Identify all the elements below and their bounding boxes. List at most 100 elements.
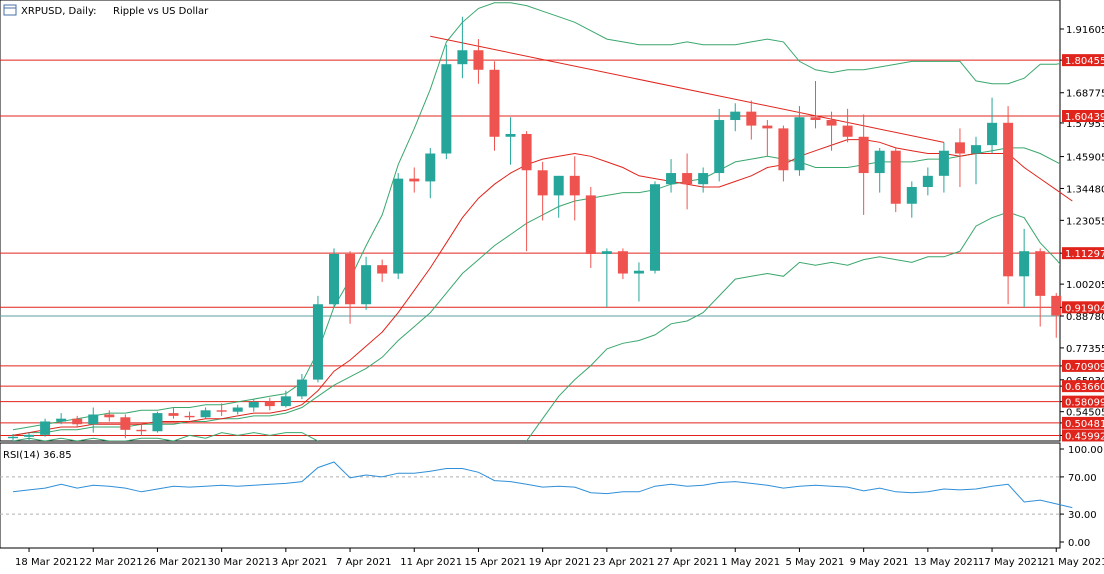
bollinger-upper-line <box>12 2 1060 431</box>
candle-body <box>585 195 596 254</box>
candle-body <box>393 178 404 274</box>
price-tick-label: 1.57953 <box>1066 119 1104 130</box>
candle-body <box>505 133 516 137</box>
candle-body <box>441 64 452 154</box>
candle-body <box>633 270 644 274</box>
candle-body <box>136 429 147 432</box>
candle-body <box>1003 122 1014 277</box>
level-label: 1.11297 <box>1065 249 1104 260</box>
time-tick-label: 18 Mar 2021 <box>15 557 78 568</box>
level-label: 0.70909 <box>1065 362 1104 373</box>
level-label-box <box>1062 395 1104 408</box>
candle-body <box>874 150 885 174</box>
candle-body <box>954 142 965 154</box>
price-tick-label: 1.45905 <box>1066 153 1104 164</box>
price-axis: 1.91605 1.80455 1.68775 1.57953 1.45905 1.344… <box>1060 25 1104 442</box>
candle-body <box>361 265 372 305</box>
candle-body <box>521 133 532 171</box>
price-tick-label: 0.77355 <box>1066 344 1104 355</box>
candle-body <box>40 421 51 435</box>
candle-body <box>1035 251 1046 296</box>
level-label-box <box>1062 416 1104 429</box>
candle-body <box>682 173 693 185</box>
time-tick-label: 1 May 2021 <box>721 557 780 568</box>
level-label: 1.80455 <box>1065 56 1104 67</box>
chart-header: XRPUSD, Daily: Ripple vs US Dollar <box>3 4 209 17</box>
candle-body <box>698 173 709 185</box>
candle-body <box>264 401 275 407</box>
candle-body <box>906 187 917 204</box>
candle-body <box>650 184 660 271</box>
candle-body <box>569 175 580 196</box>
candle-body <box>842 125 853 137</box>
candle-body <box>890 150 901 204</box>
candle-body <box>746 111 757 126</box>
candle-body <box>377 265 388 274</box>
candle-body <box>168 413 179 416</box>
level-price-labels: 1.80455 1.60439 1.11297 0.91904 0.70909 0.636… <box>1062 54 1104 442</box>
rsi-tick-label: 0.00 <box>1068 538 1090 549</box>
candle-body <box>666 173 677 185</box>
moving-average-line <box>12 139 1073 436</box>
candle-body <box>1019 251 1030 277</box>
candle-body <box>826 120 837 126</box>
candle-body <box>312 304 323 380</box>
candle-body <box>104 414 115 418</box>
candle-body <box>8 436 18 439</box>
level-label: 0.45992 <box>1065 431 1104 442</box>
level-label-box <box>1062 359 1104 372</box>
candle-body <box>296 379 307 397</box>
candle-body <box>329 253 339 305</box>
candle-body <box>248 401 259 408</box>
rsi-line <box>12 461 1073 509</box>
time-tick-label: 27 Apr 2021 <box>657 557 719 568</box>
rsi-tick-label: 100.00 <box>1068 445 1103 456</box>
candle-body <box>730 111 741 121</box>
candle-body <box>810 117 821 121</box>
candle-body <box>778 128 789 171</box>
level-label-box <box>1062 429 1104 442</box>
moving-average <box>12 139 1073 436</box>
level-label-box <box>1062 110 1104 123</box>
level-label: 1.60439 <box>1065 112 1104 123</box>
price-tick-label: 1.00205 <box>1066 280 1104 291</box>
time-tick-label: 23 Apr 2021 <box>593 557 655 568</box>
candle-body <box>425 153 436 182</box>
time-tick-label: 11 Apr 2021 <box>400 557 462 568</box>
rsi-indicator <box>0 461 1073 515</box>
candle-body <box>200 410 211 418</box>
candle-body <box>922 175 933 188</box>
candle-body <box>617 251 628 274</box>
candle-body <box>858 136 869 174</box>
rsi-panel-frame <box>0 442 1061 549</box>
price-tick-label: 0.88780 <box>1066 312 1104 323</box>
trendline <box>430 35 945 143</box>
candle-body <box>409 178 420 182</box>
time-tick-label: 17 May 2021 <box>978 557 1043 568</box>
symbol-description: Ripple vs US Dollar <box>113 6 209 17</box>
level-label: 0.63660 <box>1065 382 1104 393</box>
candle-body <box>971 145 981 154</box>
time-tick-label: 19 Apr 2021 <box>529 557 591 568</box>
time-tick-label: 30 Mar 2021 <box>208 557 271 568</box>
chart-window-icon <box>3 4 17 16</box>
bollinger-bands <box>12 2 1060 441</box>
time-tick-label: 22 Mar 2021 <box>79 557 142 568</box>
candle-body <box>1051 295 1062 316</box>
symbol-label: XRPUSD, Daily: <box>21 6 97 17</box>
candle-body <box>714 120 725 174</box>
candle-body <box>537 170 548 196</box>
level-label: 0.58099 <box>1065 398 1104 409</box>
candle-body <box>280 396 291 407</box>
candle-body <box>72 418 83 425</box>
rsi-tick-label: 70.00 <box>1068 473 1097 484</box>
level-label: 0.50481 <box>1065 419 1104 430</box>
candle-body <box>88 414 99 425</box>
time-tick-label: 13 May 2021 <box>914 557 979 568</box>
rsi-axis: 100.00 70.00 30.00 0.00 <box>1060 445 1103 549</box>
horizontal-levels <box>0 59 1060 436</box>
time-tick-label: 21 May 2021 <box>1042 557 1104 568</box>
candle-body <box>762 125 773 129</box>
